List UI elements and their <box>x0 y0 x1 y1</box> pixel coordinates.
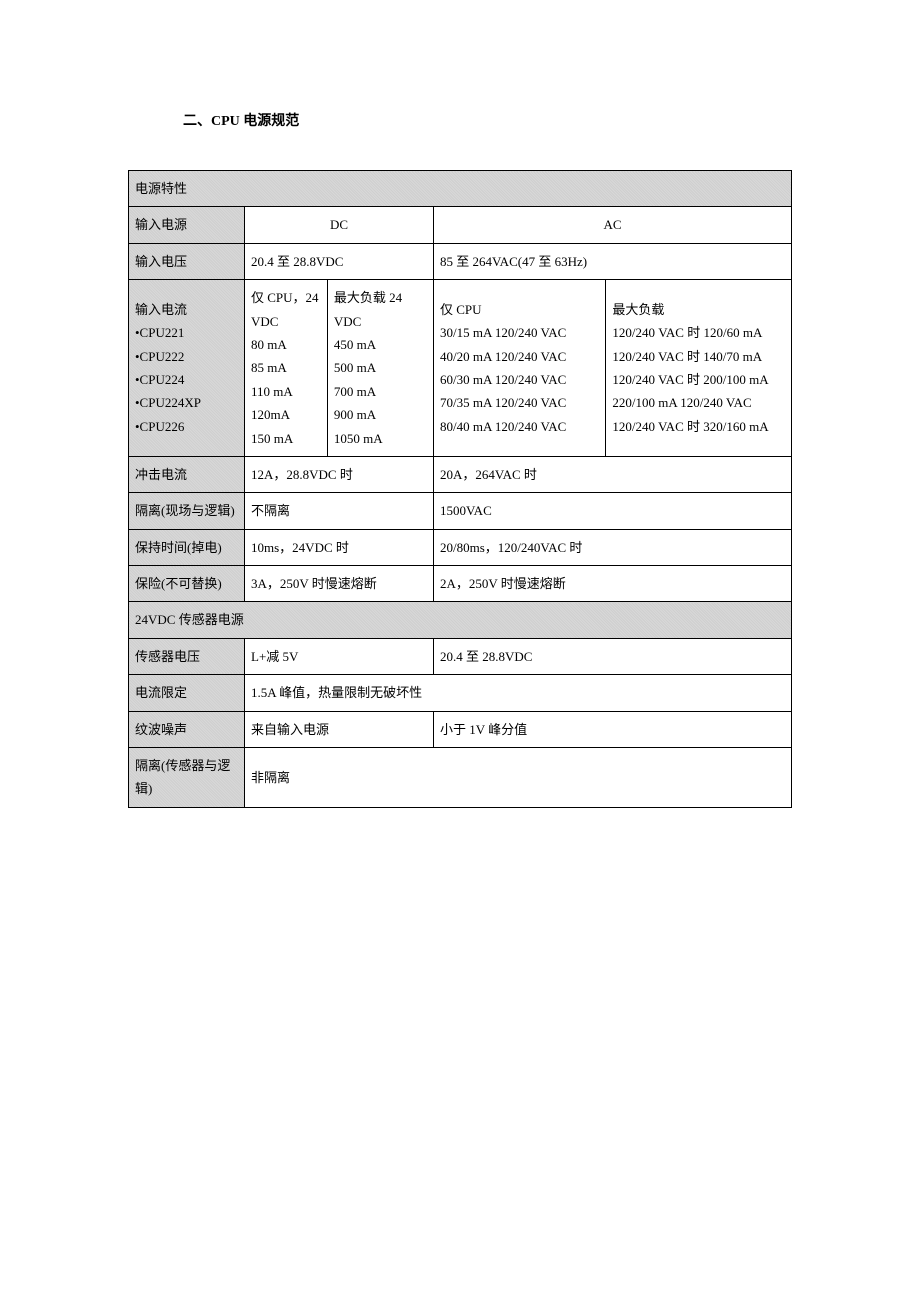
row-label: 纹波噪声 <box>129 711 245 747</box>
row-label: 输入电源 <box>129 207 245 243</box>
cell-ac: 20A，264VAC 时 <box>433 456 791 492</box>
table-row: 保险(不可替换) 3A，250V 时慢速熔断 2A，250V 时慢速熔断 <box>129 566 792 602</box>
section-header: 24VDC 传感器电源 <box>129 602 792 638</box>
cell-ac: 85 至 264VAC(47 至 63Hz) <box>433 243 791 279</box>
cell-dc: 20.4 至 28.8VDC <box>245 243 434 279</box>
cell-full: 1.5A 峰值，热量限制无破坏性 <box>245 675 792 711</box>
row-label: 输入电流 •CPU221 •CPU222 •CPU224 •CPU224XP •… <box>129 280 245 457</box>
table-row: 输入电压 20.4 至 28.8VDC 85 至 264VAC(47 至 63H… <box>129 243 792 279</box>
cell-ac: AC <box>433 207 791 243</box>
cell-ac-maxload: 最大负载 120/240 VAC 时 120/60 mA 120/240 VAC… <box>606 280 792 457</box>
cell-full: 非隔离 <box>245 748 792 808</box>
row-label: 隔离(现场与逻辑) <box>129 493 245 529</box>
row-label: 隔离(传感器与逻辑) <box>129 748 245 808</box>
cell-dc: 3A，250V 时慢速熔断 <box>245 566 434 602</box>
row-label: 输入电压 <box>129 243 245 279</box>
row-label: 保险(不可替换) <box>129 566 245 602</box>
cell-ac: 1500VAC <box>433 493 791 529</box>
table-row: 冲击电流 12A，28.8VDC 时 20A，264VAC 时 <box>129 456 792 492</box>
cell-ac: 小于 1V 峰分值 <box>433 711 791 747</box>
table-row: 隔离(传感器与逻辑) 非隔离 <box>129 748 792 808</box>
row-label: 传感器电压 <box>129 638 245 674</box>
cell-dc-cpuonly: 仅 CPU，24 VDC 80 mA 85 mA 110 mA 120mA 15… <box>245 280 328 457</box>
table-row: 24VDC 传感器电源 <box>129 602 792 638</box>
cell-dc: DC <box>245 207 434 243</box>
cell-dc: 不隔离 <box>245 493 434 529</box>
cell-ac: 20/80ms，120/240VAC 时 <box>433 529 791 565</box>
section-header: 电源特性 <box>129 171 792 207</box>
table-row: 纹波噪声 来自输入电源 小于 1V 峰分值 <box>129 711 792 747</box>
table-row: 隔离(现场与逻辑) 不隔离 1500VAC <box>129 493 792 529</box>
table-row: 输入电流 •CPU221 •CPU222 •CPU224 •CPU224XP •… <box>129 280 792 457</box>
cell-dc: L+减 5V <box>245 638 434 674</box>
page-title: 二、CPU 电源规范 <box>183 110 792 130</box>
cell-dc: 10ms，24VDC 时 <box>245 529 434 565</box>
spec-table: 电源特性 输入电源 DC AC 输入电压 20.4 至 28.8VDC 85 至… <box>128 170 792 808</box>
cell-dc: 12A，28.8VDC 时 <box>245 456 434 492</box>
table-row: 输入电源 DC AC <box>129 207 792 243</box>
row-label: 电流限定 <box>129 675 245 711</box>
cell-dc: 来自输入电源 <box>245 711 434 747</box>
cell-ac: 20.4 至 28.8VDC <box>433 638 791 674</box>
table-row: 电源特性 <box>129 171 792 207</box>
cell-ac-cpuonly: 仅 CPU 30/15 mA 120/240 VAC 40/20 mA 120/… <box>433 280 605 457</box>
table-row: 保持时间(掉电) 10ms，24VDC 时 20/80ms，120/240VAC… <box>129 529 792 565</box>
table-row: 电流限定 1.5A 峰值，热量限制无破坏性 <box>129 675 792 711</box>
cell-dc-maxload: 最大负载 24 VDC 450 mA 500 mA 700 mA 900 mA … <box>327 280 433 457</box>
row-label: 保持时间(掉电) <box>129 529 245 565</box>
cell-ac: 2A，250V 时慢速熔断 <box>433 566 791 602</box>
row-label: 冲击电流 <box>129 456 245 492</box>
table-row: 传感器电压 L+减 5V 20.4 至 28.8VDC <box>129 638 792 674</box>
